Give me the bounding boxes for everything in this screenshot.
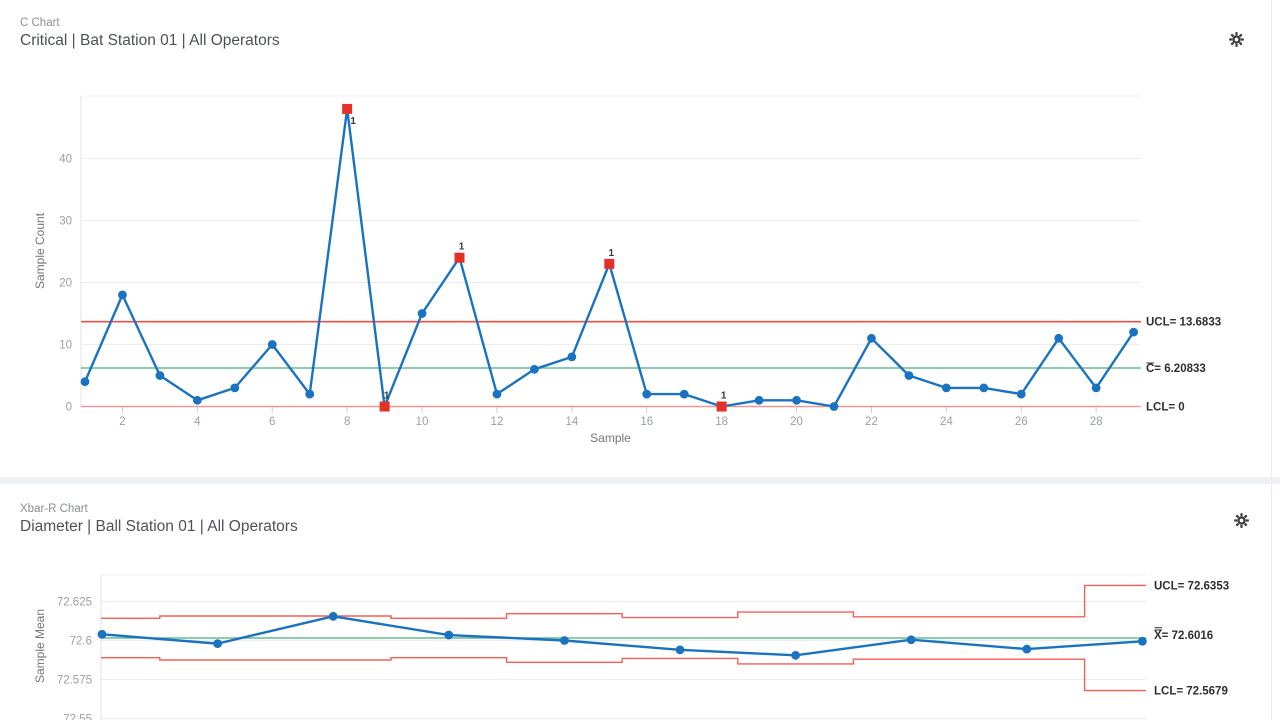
right-edge-border [1271,0,1272,720]
svg-text:22: 22 [865,416,878,428]
svg-text:20: 20 [790,416,803,428]
svg-text:X= 72.6016: X= 72.6016 [1154,630,1213,642]
svg-text:16: 16 [640,416,653,428]
svg-text:72.575: 72.575 [57,675,92,687]
svg-text:72.55: 72.55 [63,714,92,720]
svg-text:18: 18 [715,416,728,428]
gear-icon [1228,31,1244,47]
svg-text:14: 14 [565,416,578,428]
gear-icon [1233,512,1249,528]
xbar-chart-settings-button[interactable] [1231,510,1251,530]
svg-text:1: 1 [350,116,356,127]
c-chart-settings-button[interactable] [1226,29,1246,49]
svg-text:C= 6.20833: C= 6.20833 [1146,363,1206,375]
c-chart-title: Critical | Bat Station 01 | All Operator… [20,32,280,49]
panel-divider [0,477,1280,484]
svg-text:Sample Count: Sample Count [33,212,47,289]
xbar-chart-type-label: Xbar-R Chart [20,503,88,515]
xbar-chart: 72.625 72.6 72.575 72.55 Sample Mean UCL= 72.… [33,574,1229,720]
svg-text:20: 20 [59,278,72,290]
svg-text:Sample: Sample [590,431,631,445]
svg-text:28: 28 [1090,416,1103,428]
xbar-chart-title: Diameter | Ball Station 01 | All Operato… [20,518,298,535]
svg-text:72.625: 72.625 [57,597,92,609]
svg-text:30: 30 [59,216,72,228]
svg-text:26: 26 [1015,416,1028,428]
svg-text:10: 10 [59,340,72,352]
svg-text:1: 1 [384,391,390,402]
svg-text:LCL= 0: LCL= 0 [1146,402,1185,414]
svg-text:6: 6 [269,416,275,428]
svg-text:40: 40 [59,154,72,166]
svg-text:1: 1 [721,391,727,402]
svg-text:12: 12 [491,416,504,428]
svg-text:24: 24 [940,416,953,428]
svg-text:1: 1 [459,242,465,253]
svg-text:8: 8 [344,416,350,428]
svg-text:10: 10 [416,416,429,428]
svg-text:1: 1 [609,248,615,259]
svg-text:2: 2 [119,416,125,428]
svg-text:72.6: 72.6 [70,636,92,648]
svg-text:UCL= 13.6833: UCL= 13.6833 [1146,317,1221,329]
svg-text:Sample Mean: Sample Mean [33,609,47,683]
svg-text:0: 0 [66,402,72,414]
svg-text:4: 4 [194,416,201,428]
svg-text:LCL= 72.5679: LCL= 72.5679 [1154,686,1228,698]
c-chart-type-label: C Chart [20,17,60,29]
svg-text:UCL= 72.6353: UCL= 72.6353 [1154,580,1229,592]
c-chart-panel [0,0,1280,477]
